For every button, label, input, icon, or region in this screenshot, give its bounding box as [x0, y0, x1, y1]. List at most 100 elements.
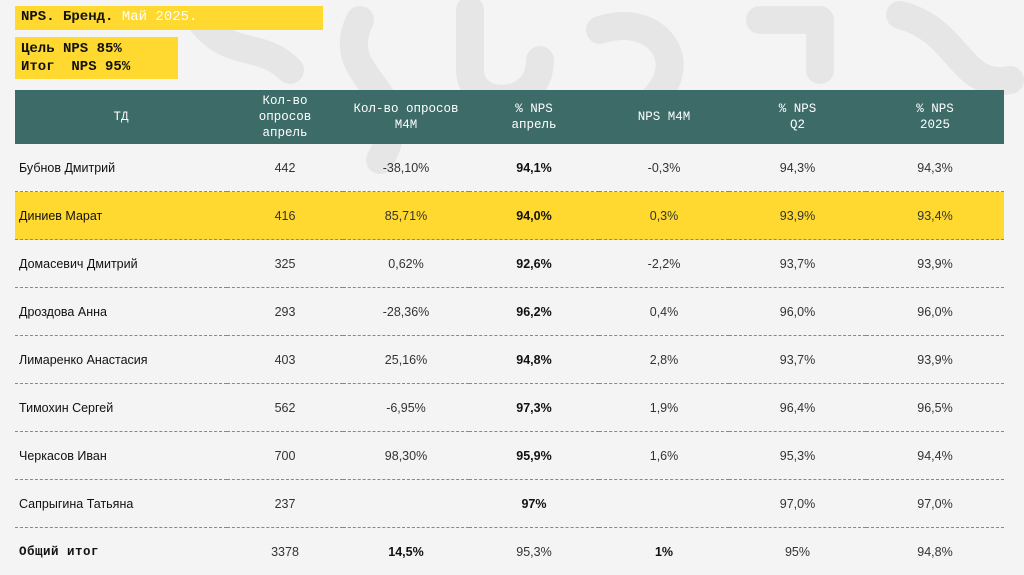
column-header-line: % NPS: [473, 101, 595, 117]
nps-april-cell: 95,3%: [469, 528, 599, 575]
manager-name-cell: Сапрыгина Татьяна: [15, 480, 227, 528]
column-header-line: опросов: [231, 109, 339, 125]
nps-2025-cell: 93,9%: [866, 336, 1004, 384]
title-prefix: NPS. Бренд.: [21, 9, 113, 25]
manager-name-cell: Тимохин Сергей: [15, 384, 227, 432]
column-header-line: Кол-во опросов: [347, 101, 465, 117]
nps-april-cell: 92,6%: [469, 240, 599, 288]
nps-2025-cell: 93,4%: [866, 192, 1004, 240]
m4m-count-change-cell: -38,10%: [343, 144, 469, 192]
manager-name-cell: Дроздова Анна: [15, 288, 227, 336]
nps-q2-cell: 96,4%: [729, 384, 866, 432]
nps-q2-cell: 97,0%: [729, 480, 866, 528]
nps-q2-cell: 93,9%: [729, 192, 866, 240]
title-month: Май 2025.: [122, 9, 198, 25]
nps-april-cell: 95,9%: [469, 432, 599, 480]
m4m-count-change-cell: 85,71%: [343, 192, 469, 240]
manager-name-cell: Общий итог: [15, 528, 227, 575]
column-header-line: Кол-во: [231, 93, 339, 109]
survey-count-cell: 325: [227, 240, 343, 288]
survey-count-cell: 700: [227, 432, 343, 480]
nps-2025-cell: 93,9%: [866, 240, 1004, 288]
nps-m4m-cell: 0,4%: [599, 288, 729, 336]
column-header-line: NPS М4М: [603, 109, 725, 125]
survey-count-cell: 3378: [227, 528, 343, 575]
column-header-line: % NPS: [870, 101, 1000, 117]
nps-m4m-cell: 0,3%: [599, 192, 729, 240]
column-header-line: Q2: [733, 117, 862, 133]
m4m-count-change-cell: 0,62%: [343, 240, 469, 288]
nps-m4m-cell: 1%: [599, 528, 729, 575]
nps-2025-cell: 96,0%: [866, 288, 1004, 336]
column-header-line: 2025: [870, 117, 1000, 133]
nps-m4m-cell: -2,2%: [599, 240, 729, 288]
survey-count-cell: 442: [227, 144, 343, 192]
nps-q2-cell: 95%: [729, 528, 866, 575]
nps-q2-cell: 96,0%: [729, 288, 866, 336]
manager-name-cell: Бубнов Дмитрий: [15, 144, 227, 192]
survey-count-cell: 293: [227, 288, 343, 336]
column-header: ТД: [15, 90, 227, 144]
nps-m4m-cell: [599, 480, 729, 528]
m4m-count-change-cell: -6,95%: [343, 384, 469, 432]
column-header-line: М4М: [347, 117, 465, 133]
survey-count-cell: 237: [227, 480, 343, 528]
column-header-line: ТД: [19, 109, 223, 125]
nps-2025-cell: 94,3%: [866, 144, 1004, 192]
nps-april-cell: 94,8%: [469, 336, 599, 384]
column-header-line: апрель: [231, 125, 339, 141]
report-title: NPS. Бренд. Май 2025.: [15, 6, 323, 30]
nps-m4m-cell: 1,9%: [599, 384, 729, 432]
column-header-line: % NPS: [733, 101, 862, 117]
nps-q2-cell: 94,3%: [729, 144, 866, 192]
nps-m4m-cell: 2,8%: [599, 336, 729, 384]
goal-summary: Цель NPS 85% Итог NPS 95%: [15, 37, 178, 79]
m4m-count-change-cell: -28,36%: [343, 288, 469, 336]
manager-name-cell: Домасевич Дмитрий: [15, 240, 227, 288]
nps-q2-cell: 93,7%: [729, 240, 866, 288]
manager-name-cell: Диниев Марат: [15, 192, 227, 240]
m4m-count-change-cell: [343, 480, 469, 528]
manager-name-cell: Черкасов Иван: [15, 432, 227, 480]
goal-target: Цель NPS 85%: [21, 41, 122, 57]
nps-2025-cell: 94,8%: [866, 528, 1004, 575]
nps-april-cell: 94,1%: [469, 144, 599, 192]
nps-q2-cell: 95,3%: [729, 432, 866, 480]
nps-april-cell: 97%: [469, 480, 599, 528]
nps-april-cell: 94,0%: [469, 192, 599, 240]
goal-result: Итог NPS 95%: [21, 59, 130, 75]
m4m-count-change-cell: 98,30%: [343, 432, 469, 480]
nps-m4m-cell: 1,6%: [599, 432, 729, 480]
survey-count-cell: 416: [227, 192, 343, 240]
m4m-count-change-cell: 25,16%: [343, 336, 469, 384]
survey-count-cell: 562: [227, 384, 343, 432]
nps-q2-cell: 93,7%: [729, 336, 866, 384]
nps-april-cell: 96,2%: [469, 288, 599, 336]
nps-2025-cell: 96,5%: [866, 384, 1004, 432]
survey-count-cell: 403: [227, 336, 343, 384]
nps-2025-cell: 94,4%: [866, 432, 1004, 480]
m4m-count-change-cell: 14,5%: [343, 528, 469, 575]
column-header-line: апрель: [473, 117, 595, 133]
nps-2025-cell: 97,0%: [866, 480, 1004, 528]
nps-m4m-cell: -0,3%: [599, 144, 729, 192]
column-header: NPS М4М: [599, 90, 729, 144]
manager-name-cell: Лимаренко Анастасия: [15, 336, 227, 384]
